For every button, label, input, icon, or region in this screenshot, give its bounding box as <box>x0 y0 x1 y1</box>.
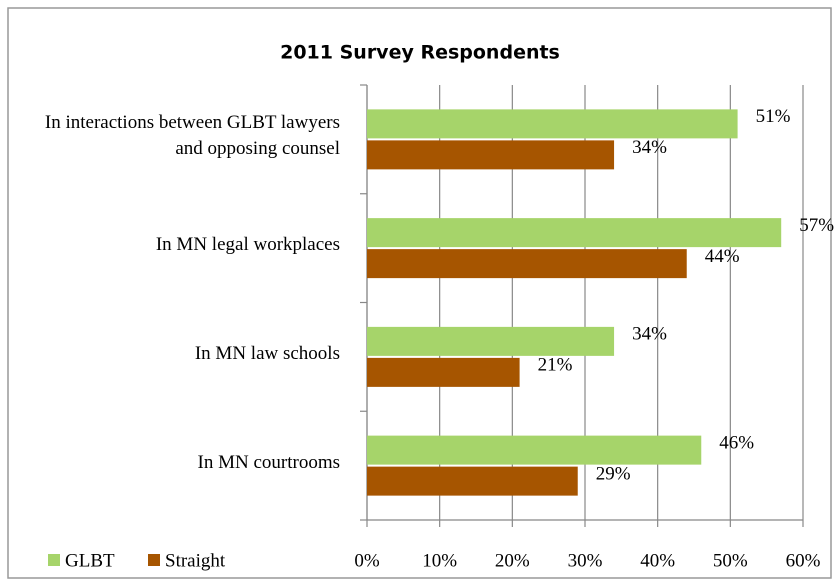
x-tick-label: 50% <box>713 550 748 571</box>
x-tick-label: 0% <box>354 550 380 571</box>
bar <box>367 109 738 139</box>
value-label: 51% <box>756 106 791 127</box>
bar <box>367 249 687 279</box>
y-tick-label: In MN legal workplaces <box>155 234 340 256</box>
chart-title: 2011 Survey Respondents <box>280 42 560 64</box>
y-tick-label: In MN courtrooms <box>197 451 340 473</box>
legend-swatch <box>148 554 160 566</box>
bar <box>367 218 782 248</box>
y-tick-label: In interactions between GLBT lawyers and… <box>44 112 340 160</box>
bar <box>367 466 578 496</box>
bar <box>367 140 615 170</box>
value-label: 44% <box>705 246 740 267</box>
legend-label: Straight <box>165 550 226 571</box>
value-label: 34% <box>632 137 667 158</box>
x-tick-label: 20% <box>495 550 530 571</box>
legend-label: GLBT <box>65 550 115 571</box>
chart-border <box>7 7 832 579</box>
bar <box>367 435 702 465</box>
value-label: 46% <box>719 432 754 453</box>
x-tick-label: 10% <box>422 550 457 571</box>
value-label: 29% <box>596 463 631 484</box>
legend-swatch <box>48 554 60 566</box>
bar <box>367 357 520 387</box>
bar <box>367 326 615 356</box>
value-label: 57% <box>799 215 834 236</box>
x-tick-label: 40% <box>640 550 675 571</box>
value-label: 34% <box>632 324 667 345</box>
x-tick-label: 30% <box>568 550 603 571</box>
y-tick-label: In MN law schools <box>194 342 340 364</box>
x-tick-label: 60% <box>786 550 821 571</box>
value-label: 21% <box>538 355 573 376</box>
